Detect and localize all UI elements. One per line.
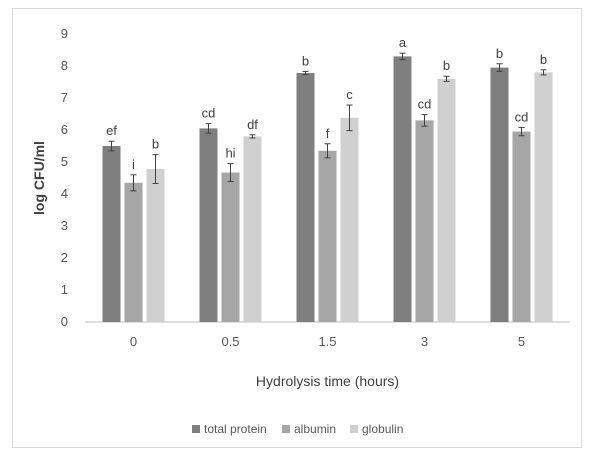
significance-label: cd [515,109,529,124]
y-tick-label: 2 [61,250,68,265]
bar-total-protein-0.5 [199,128,218,322]
legend-swatch-albumin [282,425,290,433]
bar-albumin-0 [124,182,143,322]
y-tick-label: 3 [61,218,68,233]
x-tick-label: 0 [130,334,137,349]
x-tick-label: 5 [518,334,525,349]
bar-total-protein-1.5 [296,73,315,322]
significance-label: c [346,87,353,102]
bar-albumin-1.5 [318,150,337,322]
y-axis-ticks: 0 1 2 3 4 5 6 7 8 9 [61,26,68,329]
x-tick-label: 0.5 [221,334,239,349]
bar-albumin-3 [415,120,434,323]
legend: total protein albumin globulin [192,422,403,436]
bar-total-protein-0 [102,146,121,322]
significance-label: b [443,58,450,73]
y-tick-label: 7 [61,90,68,105]
significance-label: b [496,46,503,61]
bar-globulin-0 [146,169,165,322]
significance-label: i [132,157,135,172]
bar-globulin-5 [534,72,553,323]
significance-label: df [247,117,258,132]
significance-label: hi [225,146,235,161]
significance-label: b [540,52,547,67]
significance-label: cd [418,97,432,112]
x-axis-title: Hydrolysis time (hours) [256,373,399,389]
significance-label: a [399,35,407,50]
bar-total-protein-3 [393,56,412,323]
y-tick-label: 1 [61,282,68,297]
legend-label-albumin: albumin [294,422,336,436]
legend-swatch-globulin [350,425,358,433]
y-tick-label: 6 [61,122,68,137]
x-tick-label: 3 [421,334,428,349]
significance-label: cd [202,106,216,121]
y-tick-label: 4 [61,186,68,201]
y-tick-label: 8 [61,58,68,73]
bar-globulin-3 [437,78,456,322]
x-axis-ticks: 0 0.5 1.5 3 5 [130,334,525,349]
bar-albumin-5 [512,131,531,322]
significance-label: b [152,137,159,152]
bar-globulin-0.5 [243,136,262,322]
y-axis-title: log CFU/ml [31,141,47,215]
bar-total-protein-5 [490,67,509,322]
bar-globulin-1.5 [340,117,359,322]
legend-label-total-protein: total protein [204,422,267,436]
significance-label: ef [106,123,117,138]
legend-label-globulin: globulin [362,422,403,436]
y-tick-label: 5 [61,154,68,169]
y-tick-label: 9 [61,26,68,41]
significance-label: f [326,126,330,141]
legend-swatch-total-protein [192,425,200,433]
x-tick-label: 1.5 [318,334,336,349]
y-tick-label: 0 [61,314,68,329]
bar-albumin-0.5 [221,172,240,322]
significance-label: b [302,53,309,68]
